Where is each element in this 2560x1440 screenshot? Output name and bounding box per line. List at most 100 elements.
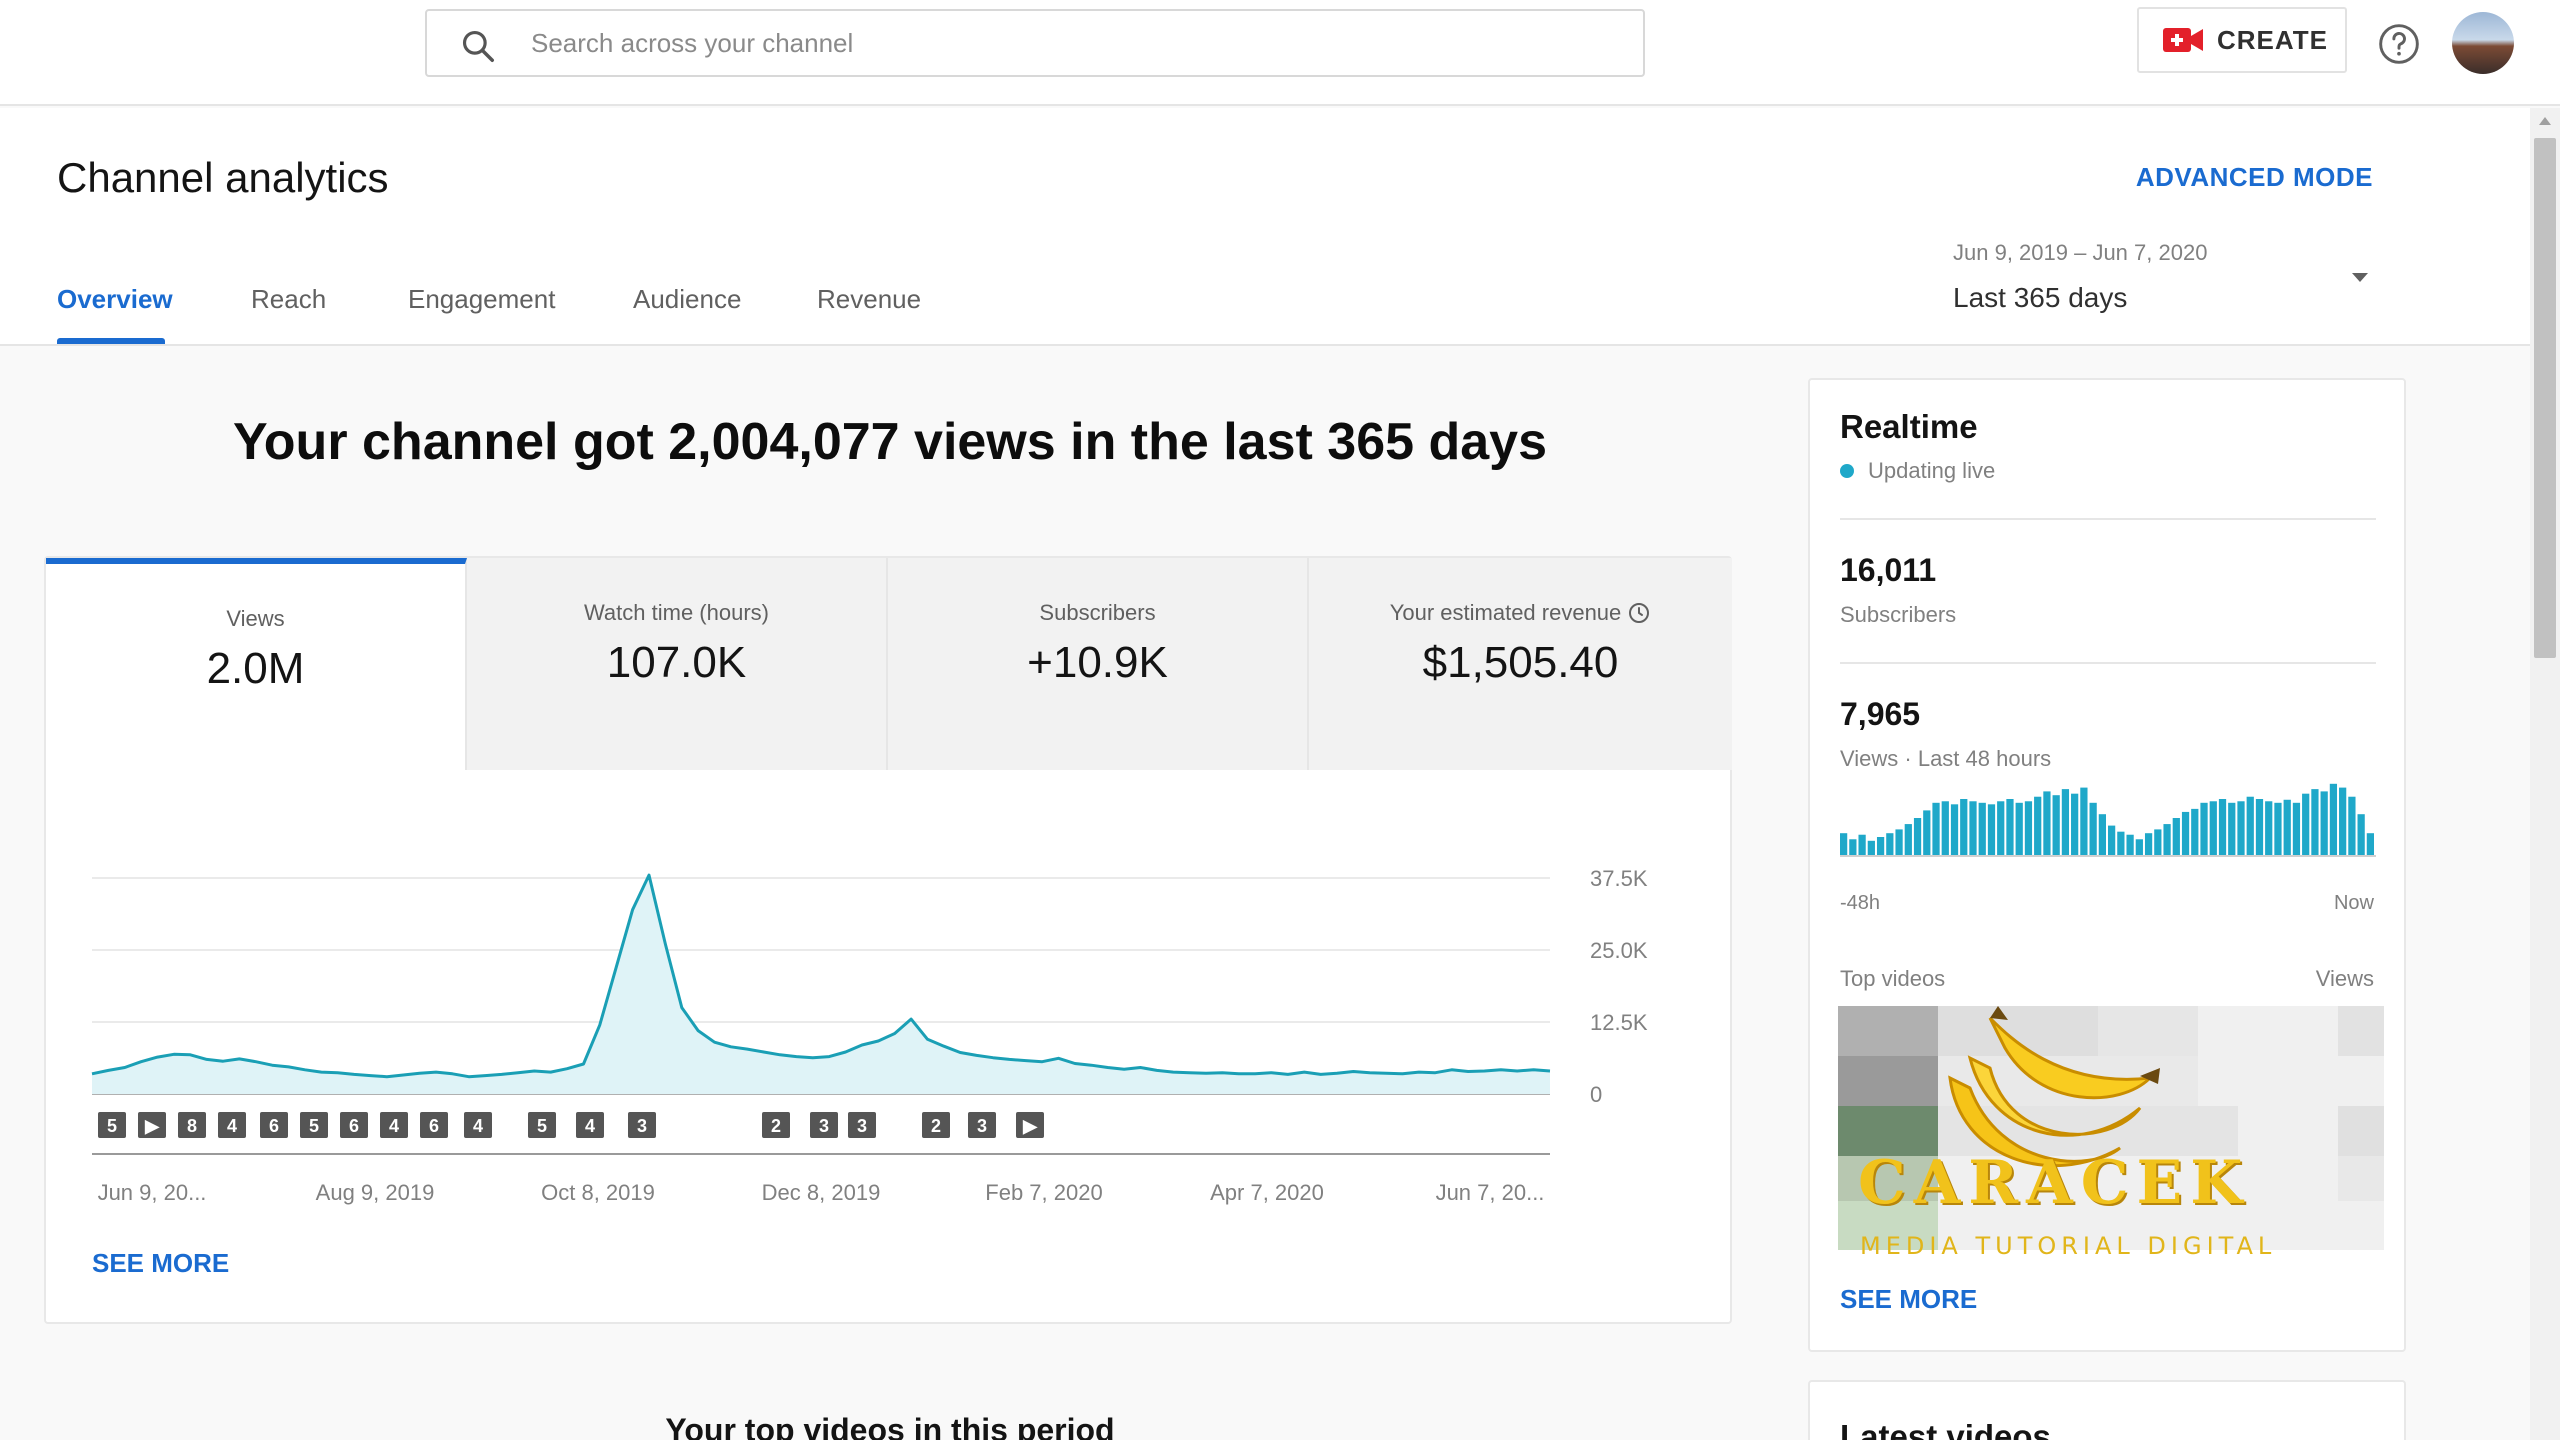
- realtime-bar[interactable]: [2348, 796, 2356, 856]
- realtime-bar[interactable]: [2052, 795, 2060, 856]
- video-marker[interactable]: [380, 1112, 408, 1138]
- realtime-bar[interactable]: [2237, 801, 2245, 856]
- realtime-bar[interactable]: [1895, 829, 1903, 856]
- realtime-bar[interactable]: [2135, 839, 2143, 856]
- video-marker[interactable]: [98, 1112, 126, 1138]
- realtime-bar[interactable]: [2292, 802, 2301, 856]
- realtime-bar[interactable]: [2274, 802, 2282, 856]
- realtime-bar[interactable]: [2080, 787, 2088, 856]
- realtime-bar[interactable]: [2246, 796, 2254, 856]
- realtime-bar[interactable]: [2265, 801, 2273, 856]
- realtime-bar[interactable]: [2283, 799, 2291, 856]
- realtime-bar[interactable]: [2255, 799, 2264, 856]
- realtime-bar[interactable]: [2071, 793, 2079, 856]
- realtime-bar[interactable]: [1969, 801, 1977, 856]
- realtime-bar[interactable]: [2218, 799, 2227, 856]
- realtime-bar[interactable]: [1923, 810, 1931, 856]
- realtime-bar[interactable]: [2228, 802, 2236, 856]
- video-marker[interactable]: [464, 1112, 492, 1138]
- realtime-bar[interactable]: [2061, 789, 2070, 856]
- realtime-bar[interactable]: [2357, 814, 2365, 856]
- tab-revenue[interactable]: Revenue: [817, 284, 922, 314]
- create-button[interactable]: CREATE: [2137, 7, 2347, 73]
- realtime-bar[interactable]: [2366, 833, 2374, 856]
- video-marker[interactable]: [968, 1112, 996, 1138]
- realtime-bar[interactable]: [2181, 811, 2190, 856]
- realtime-bar[interactable]: [2191, 808, 2199, 856]
- realtime-bar[interactable]: [2154, 829, 2162, 856]
- realtime-bar[interactable]: [2329, 783, 2338, 856]
- realtime-bar[interactable]: [1876, 837, 1885, 856]
- realtime-bar[interactable]: [2089, 802, 2097, 856]
- realtime-bar[interactable]: [1932, 802, 1940, 856]
- video-marker[interactable]: [576, 1112, 604, 1138]
- metric-subscribers[interactable]: Subscribers +10.9K: [888, 558, 1309, 770]
- video-marker[interactable]: [628, 1112, 656, 1138]
- realtime-bar[interactable]: [2144, 833, 2153, 856]
- realtime-bar[interactable]: [2126, 834, 2134, 856]
- realtime-bar[interactable]: [2311, 789, 2319, 856]
- realtime-bar[interactable]: [2302, 793, 2310, 856]
- realtime-bar[interactable]: [1867, 840, 1875, 856]
- realtime-bar[interactable]: [2098, 814, 2106, 856]
- realtime-bar[interactable]: [1840, 833, 1848, 856]
- scroll-up-arrow-icon[interactable]: [2538, 116, 2552, 126]
- video-marker[interactable]: [420, 1112, 448, 1138]
- date-range-selector[interactable]: Last 365 days: [1953, 282, 2128, 313]
- video-marker[interactable]: [810, 1112, 838, 1138]
- realtime-bar[interactable]: [2015, 802, 2023, 856]
- tab-engagement[interactable]: Engagement: [408, 284, 556, 314]
- tab-overview[interactable]: Overview: [57, 284, 173, 314]
- metric-views[interactable]: Views 2.0M: [46, 558, 467, 770]
- help-icon[interactable]: [2377, 22, 2421, 66]
- realtime-bar[interactable]: [1913, 818, 1922, 856]
- video-marker[interactable]: [138, 1112, 166, 1138]
- realtime-bar[interactable]: [1941, 801, 1949, 856]
- realtime-bar[interactable]: [1997, 801, 2005, 856]
- scrollbar[interactable]: [2530, 108, 2560, 1440]
- realtime-bar[interactable]: [2108, 825, 2116, 856]
- tab-audience[interactable]: Audience: [633, 284, 742, 314]
- realtime-bar[interactable]: [1904, 824, 1912, 856]
- realtime-bar[interactable]: [2339, 787, 2347, 856]
- search-box[interactable]: [425, 9, 1645, 77]
- realtime-bar[interactable]: [2172, 818, 2180, 856]
- realtime-bar[interactable]: [1849, 839, 1857, 856]
- video-marker[interactable]: [340, 1112, 368, 1138]
- realtime-bar[interactable]: [2006, 799, 2014, 856]
- video-marker[interactable]: [300, 1112, 328, 1138]
- video-marker[interactable]: [218, 1112, 246, 1138]
- realtime-bar[interactable]: [2117, 831, 2125, 856]
- video-marker[interactable]: [178, 1112, 206, 1138]
- metric-revenue[interactable]: Your estimated revenue $1,505.40: [1309, 558, 1732, 770]
- realtime-bar[interactable]: [1858, 834, 1866, 856]
- realtime-bar[interactable]: [2163, 824, 2171, 856]
- metric-watch-time[interactable]: Watch time (hours) 107.0K: [467, 558, 888, 770]
- video-marker[interactable]: [1016, 1112, 1044, 1138]
- scrollbar-thumb[interactable]: [2534, 138, 2556, 658]
- realtime-bar[interactable]: [2034, 796, 2042, 856]
- realtime-bar[interactable]: [2200, 802, 2208, 856]
- realtime-bar[interactable]: [2320, 791, 2328, 856]
- video-marker[interactable]: [260, 1112, 288, 1138]
- realtime-bar[interactable]: [1950, 804, 1959, 856]
- realtime-see-more-link[interactable]: SEE MORE: [1840, 1284, 1978, 1314]
- realtime-bar[interactable]: [1960, 799, 1968, 856]
- advanced-mode-link[interactable]: ADVANCED MODE: [2135, 162, 2373, 192]
- realtime-bar[interactable]: [2209, 801, 2217, 856]
- video-marker[interactable]: [848, 1112, 876, 1138]
- dropdown-arrow-icon[interactable]: [2350, 270, 2370, 284]
- clock-icon[interactable]: [1627, 601, 1651, 625]
- tab-reach[interactable]: Reach: [251, 284, 327, 314]
- realtime-bar[interactable]: [2024, 801, 2033, 856]
- video-marker[interactable]: [922, 1112, 950, 1138]
- realtime-bar[interactable]: [1886, 833, 1894, 856]
- realtime-bar[interactable]: [2043, 791, 2051, 856]
- video-marker[interactable]: [762, 1112, 790, 1138]
- realtime-bar[interactable]: [1978, 802, 1986, 856]
- video-marker[interactable]: [528, 1112, 556, 1138]
- search-input[interactable]: [531, 21, 1611, 65]
- views-series-line[interactable]: [91, 873, 1551, 1079]
- avatar[interactable]: [2452, 12, 2514, 74]
- realtime-bar[interactable]: [1987, 804, 1996, 856]
